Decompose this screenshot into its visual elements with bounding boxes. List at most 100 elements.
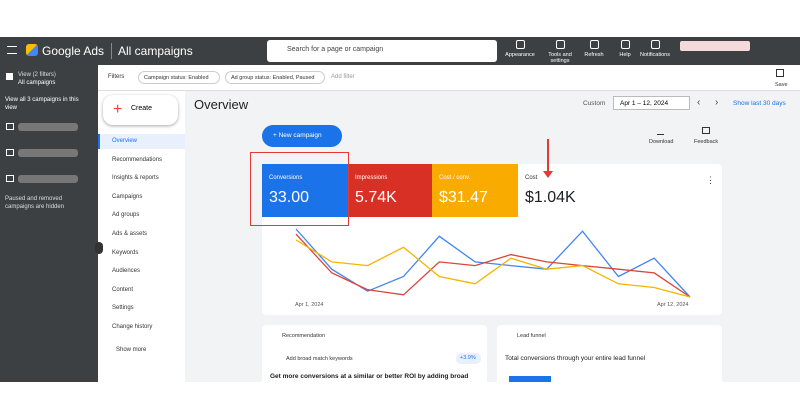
show-more[interactable]: Show more: [116, 347, 147, 353]
campaign-redacted: [18, 149, 78, 157]
filter-chip[interactable]: Ad group status: Enabled, Paused: [225, 71, 325, 84]
recommendation-card: [262, 325, 487, 382]
trend-chart: [295, 228, 691, 298]
tool-label: Tools and settings: [548, 52, 572, 64]
lead-funnel-card: [497, 325, 722, 382]
home-icon: [6, 73, 13, 80]
create-plus: +: [113, 101, 123, 118]
highlight-box: [250, 152, 349, 226]
screen: Google Ads All campaigns Search for a page…: [0, 37, 800, 382]
create-button[interactable]: + Create: [103, 95, 178, 125]
nav-item[interactable]: Recommendations: [112, 156, 163, 163]
logo: [26, 44, 38, 56]
download-label[interactable]: Download: [649, 139, 674, 145]
chip-text: Campaign status: Enabled: [144, 75, 209, 81]
funnel-bar: [509, 376, 551, 382]
menu-icon: [7, 46, 17, 54]
metric-value: $31.47: [439, 189, 488, 206]
arrow-shaft: [547, 139, 549, 175]
nav-item[interactable]: Campaigns: [112, 193, 143, 200]
metric-name: Conversions: [269, 175, 303, 181]
download-icon: [657, 127, 664, 135]
sidebar: [0, 65, 98, 382]
arrow-head: [543, 171, 553, 178]
recommendation-badge: +3.9%: [456, 353, 481, 364]
card-menu[interactable]: ⋮: [706, 175, 715, 185]
metric-tile[interactable]: Cost $1.04K: [518, 164, 605, 217]
overview-title: Overview: [194, 97, 249, 112]
create-text: Create: [131, 105, 153, 112]
metric-value: $1.04K: [525, 189, 576, 206]
metric-name: Cost: [525, 175, 538, 181]
nav-item[interactable]: Content: [112, 286, 134, 293]
filter-chip[interactable]: Campaign status: Enabled: [138, 71, 220, 84]
nav-item[interactable]: Ad groups: [112, 212, 140, 219]
recommendation-title: Recommendation: [282, 333, 326, 339]
search-box[interactable]: Search for a page or campaign: [267, 40, 497, 62]
tool-label: Appearance: [505, 52, 535, 58]
divider: [111, 43, 112, 59]
metric-name: Impressions: [355, 175, 388, 181]
all-link: View all 3 campaigns in this view: [5, 97, 79, 111]
trend-line: [295, 239, 691, 298]
chip-text: Ad group status: Enabled, Paused: [231, 75, 315, 81]
recommendation-item: Add broad match keywords: [286, 356, 353, 362]
metric-tile[interactable]: Cost / conv. $31.47: [432, 164, 518, 217]
filter-label: Filters: [108, 74, 125, 80]
date-text: Apr 1 – 12, 2024: [620, 100, 669, 107]
feedback-label[interactable]: Feedback: [694, 139, 719, 145]
lead-funnel-text: Total conversions through your entire le…: [505, 355, 646, 362]
view-value: All campaigns: [18, 80, 56, 86]
nav-item[interactable]: Ads & assets: [112, 231, 148, 237]
date-label: Custom: [583, 100, 606, 107]
tool-icon[interactable]: [516, 40, 525, 49]
tool-icon[interactable]: [590, 40, 599, 49]
new-campaign-button[interactable]: + New campaign: [262, 125, 342, 147]
trend-line: [295, 233, 691, 298]
lead-funnel-title: Lead funnel: [517, 333, 546, 339]
save-label: Save: [775, 82, 788, 88]
nav-item[interactable]: Change history: [112, 324, 153, 330]
view-label: View (2 filters): [18, 72, 56, 78]
campaign-icon: [6, 175, 14, 182]
campaign-redacted: [18, 123, 78, 131]
tool-icon[interactable]: [621, 40, 630, 49]
nav-item[interactable]: Audiences: [112, 268, 141, 275]
page-name: All campaigns: [118, 44, 193, 58]
campaign-redacted: [18, 175, 78, 183]
metric-value: 33.00: [269, 189, 310, 206]
nav-item[interactable]: Insights & reports: [112, 175, 159, 182]
new-campaign-text: + New campaign: [273, 132, 322, 139]
x-start-label: Apr 1, 2024: [295, 302, 324, 308]
prev-arrow[interactable]: ‹: [697, 97, 701, 108]
account-redacted: [680, 41, 750, 51]
metric-tile[interactable]: Impressions 5.74K: [348, 164, 432, 217]
tool-label: Help: [619, 52, 631, 58]
tool-icon[interactable]: [556, 40, 565, 49]
nav-item[interactable]: Settings: [112, 305, 134, 312]
campaign-icon: [6, 149, 14, 156]
nav-item[interactable]: Overview: [112, 138, 138, 144]
add-filter: Add filter: [331, 74, 355, 80]
recommendation-text: Get more conversions at a similar or bet…: [270, 373, 469, 380]
feedback-icon: [702, 127, 710, 134]
search-text: Search for a page or campaign: [287, 46, 384, 53]
metric-tile[interactable]: Conversions 33.00: [262, 164, 348, 217]
collapse-handle[interactable]: [95, 242, 103, 254]
x-end-label: Apr 12, 2024: [657, 302, 689, 308]
tool-label: Notifications: [640, 52, 670, 58]
show-last[interactable]: Show last 30 days: [733, 100, 786, 107]
tool-icon[interactable]: [651, 40, 660, 49]
date-dropdown[interactable]: Apr 1 – 12, 2024: [613, 96, 690, 110]
tool-label: Refresh: [584, 52, 604, 58]
next-arrow[interactable]: ›: [715, 97, 719, 108]
nav-item[interactable]: Keywords: [112, 249, 139, 256]
nav-active: [98, 134, 185, 149]
product-name: Google Ads: [42, 44, 105, 58]
metric-name: Cost / conv.: [439, 175, 471, 181]
metric-value: 5.74K: [355, 189, 397, 206]
save-icon[interactable]: [776, 69, 784, 77]
campaign-icon: [6, 123, 14, 130]
hidden-note: Paused and removed campaigns are hidden: [5, 196, 65, 210]
